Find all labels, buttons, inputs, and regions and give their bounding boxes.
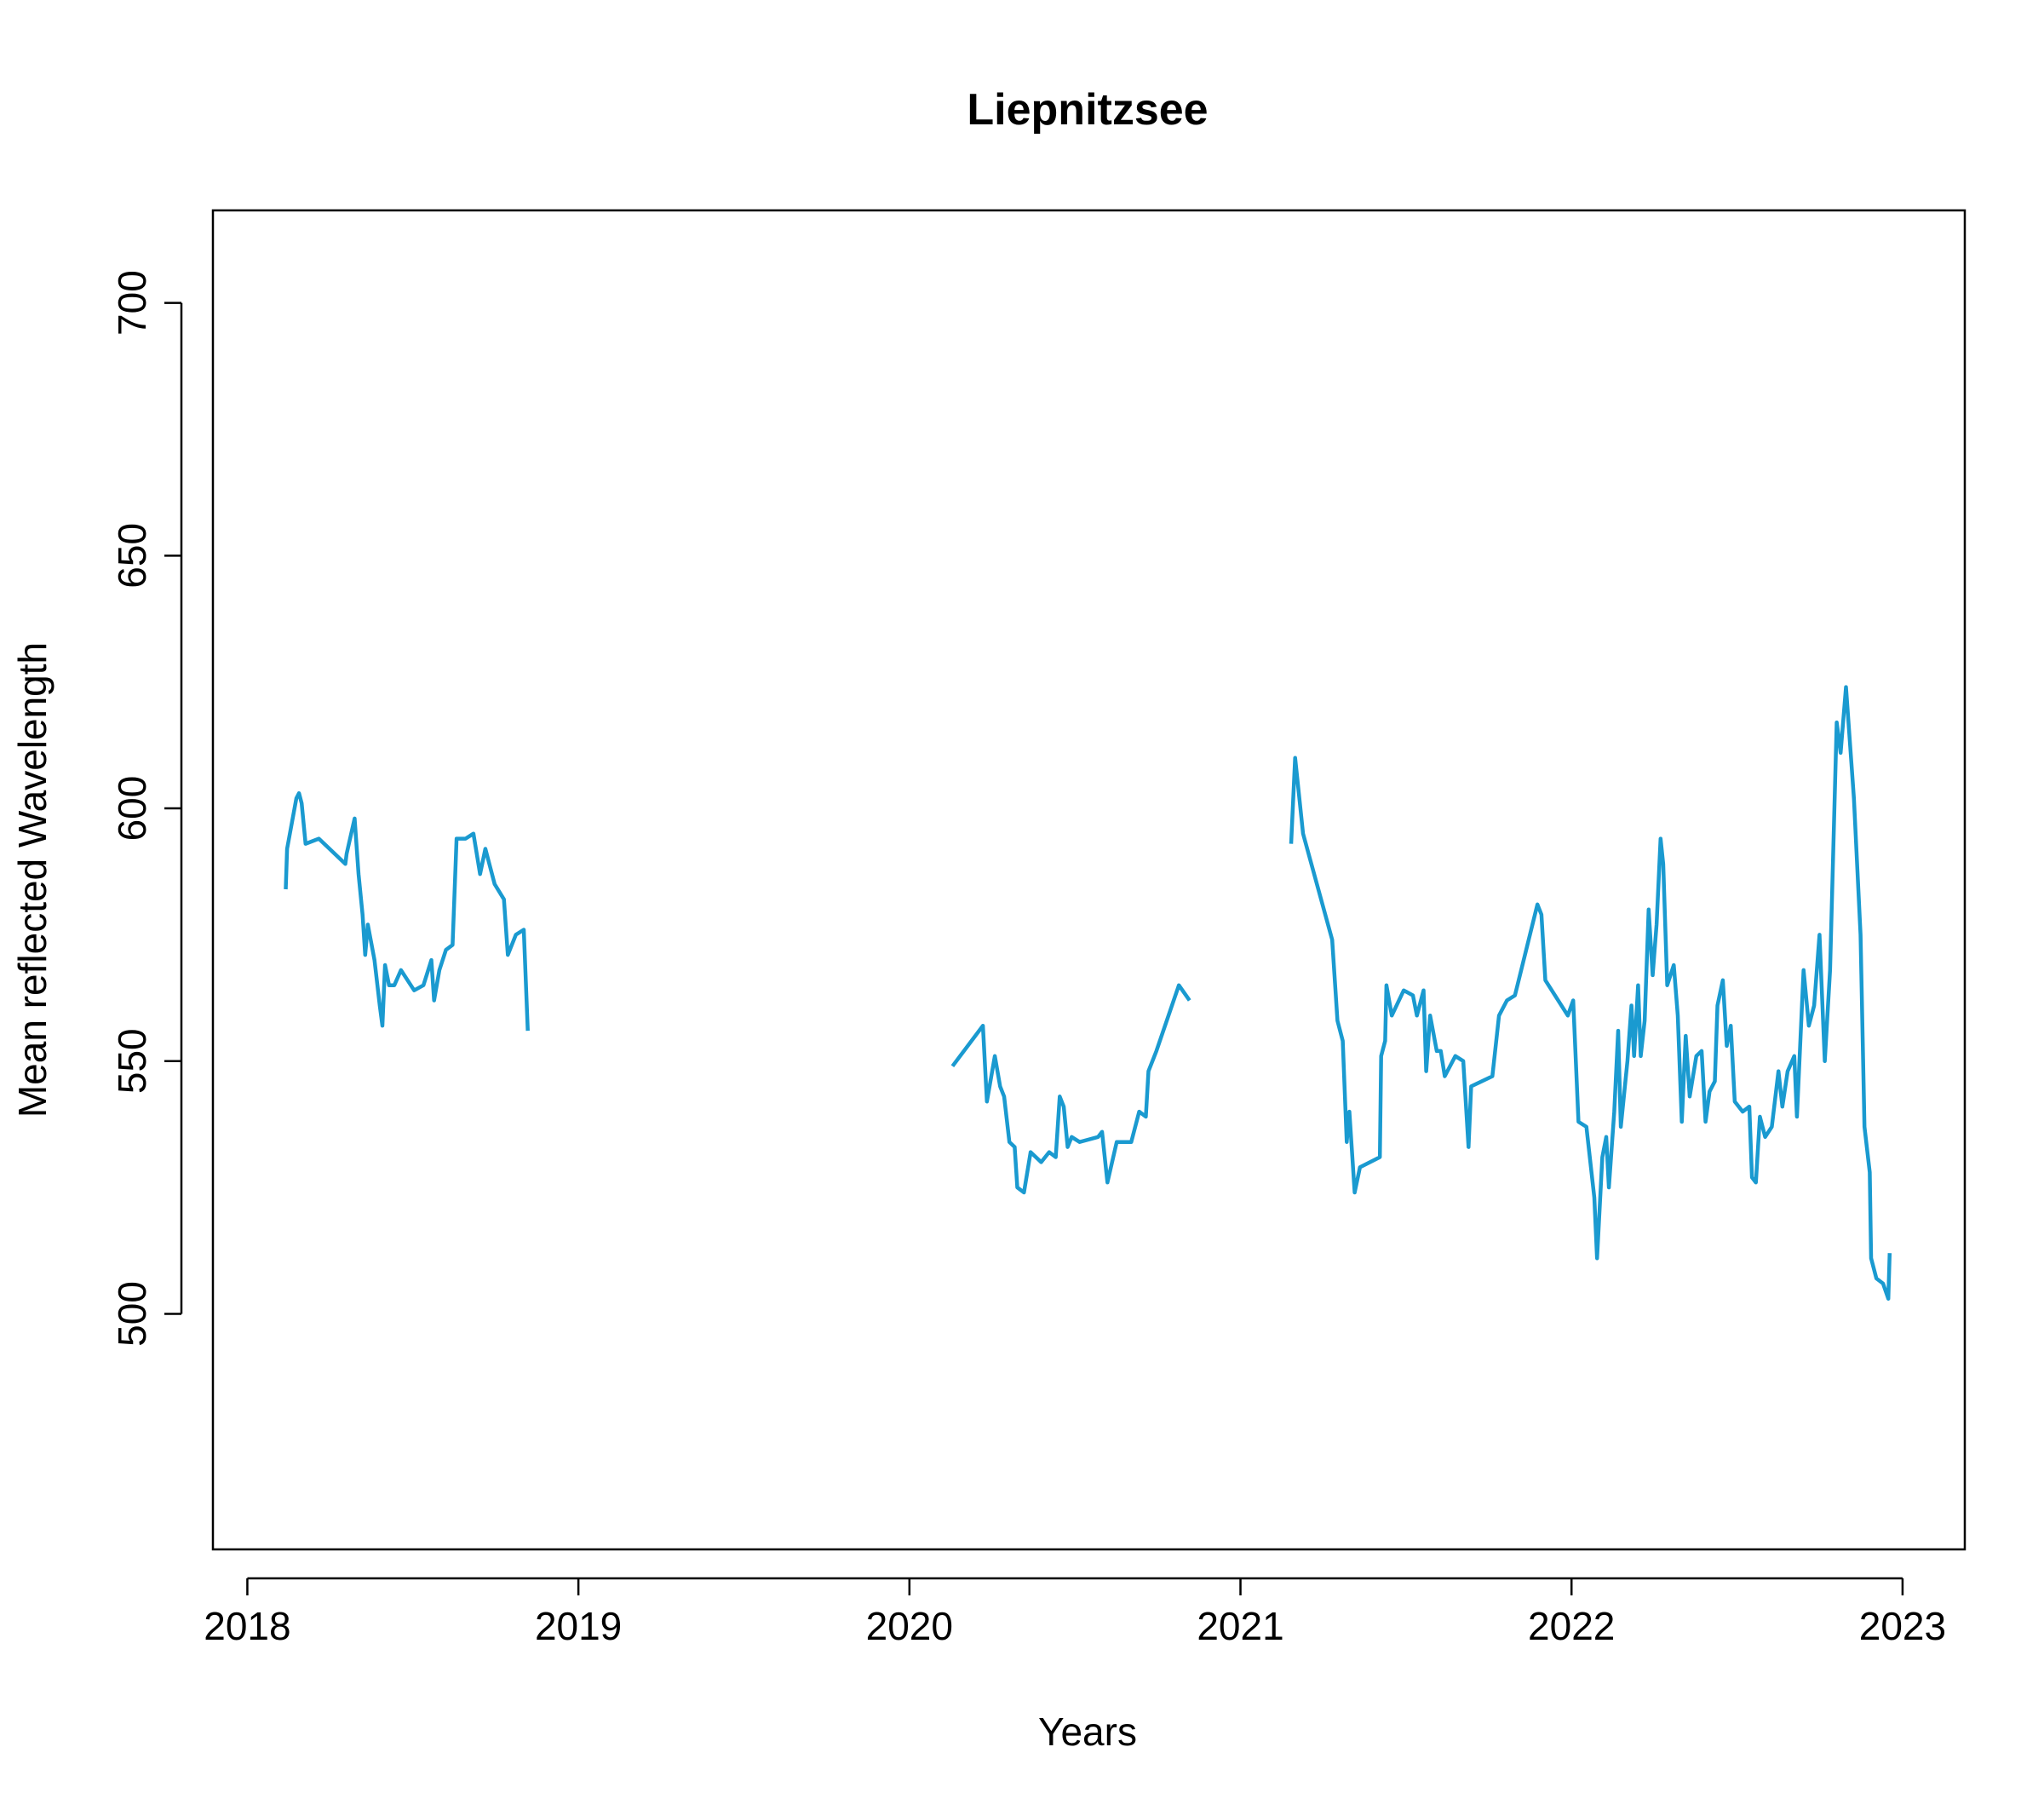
x-axis-label: Years bbox=[1038, 1710, 1137, 1754]
y-axis-label: Mean reflected Wavelength bbox=[10, 642, 55, 1118]
y-tick-label: 500 bbox=[110, 1281, 154, 1347]
x-tick-label: 2019 bbox=[535, 1604, 622, 1648]
y-tick-label: 700 bbox=[110, 270, 154, 336]
chart-title: Liepnitzsee bbox=[967, 85, 1208, 135]
plot-box bbox=[211, 209, 1966, 1551]
x-tick-label: 2020 bbox=[866, 1604, 953, 1648]
y-tick-label: 600 bbox=[110, 776, 154, 842]
y-tick-label: 650 bbox=[110, 523, 154, 589]
data-line bbox=[284, 685, 1892, 1301]
x-tick-label: 2022 bbox=[1528, 1604, 1615, 1648]
y-tick-label: 550 bbox=[110, 1028, 154, 1094]
x-tick-label: 2023 bbox=[1859, 1604, 1946, 1648]
x-tick-label: 2021 bbox=[1197, 1604, 1283, 1648]
x-tick-label: 2018 bbox=[204, 1604, 290, 1648]
